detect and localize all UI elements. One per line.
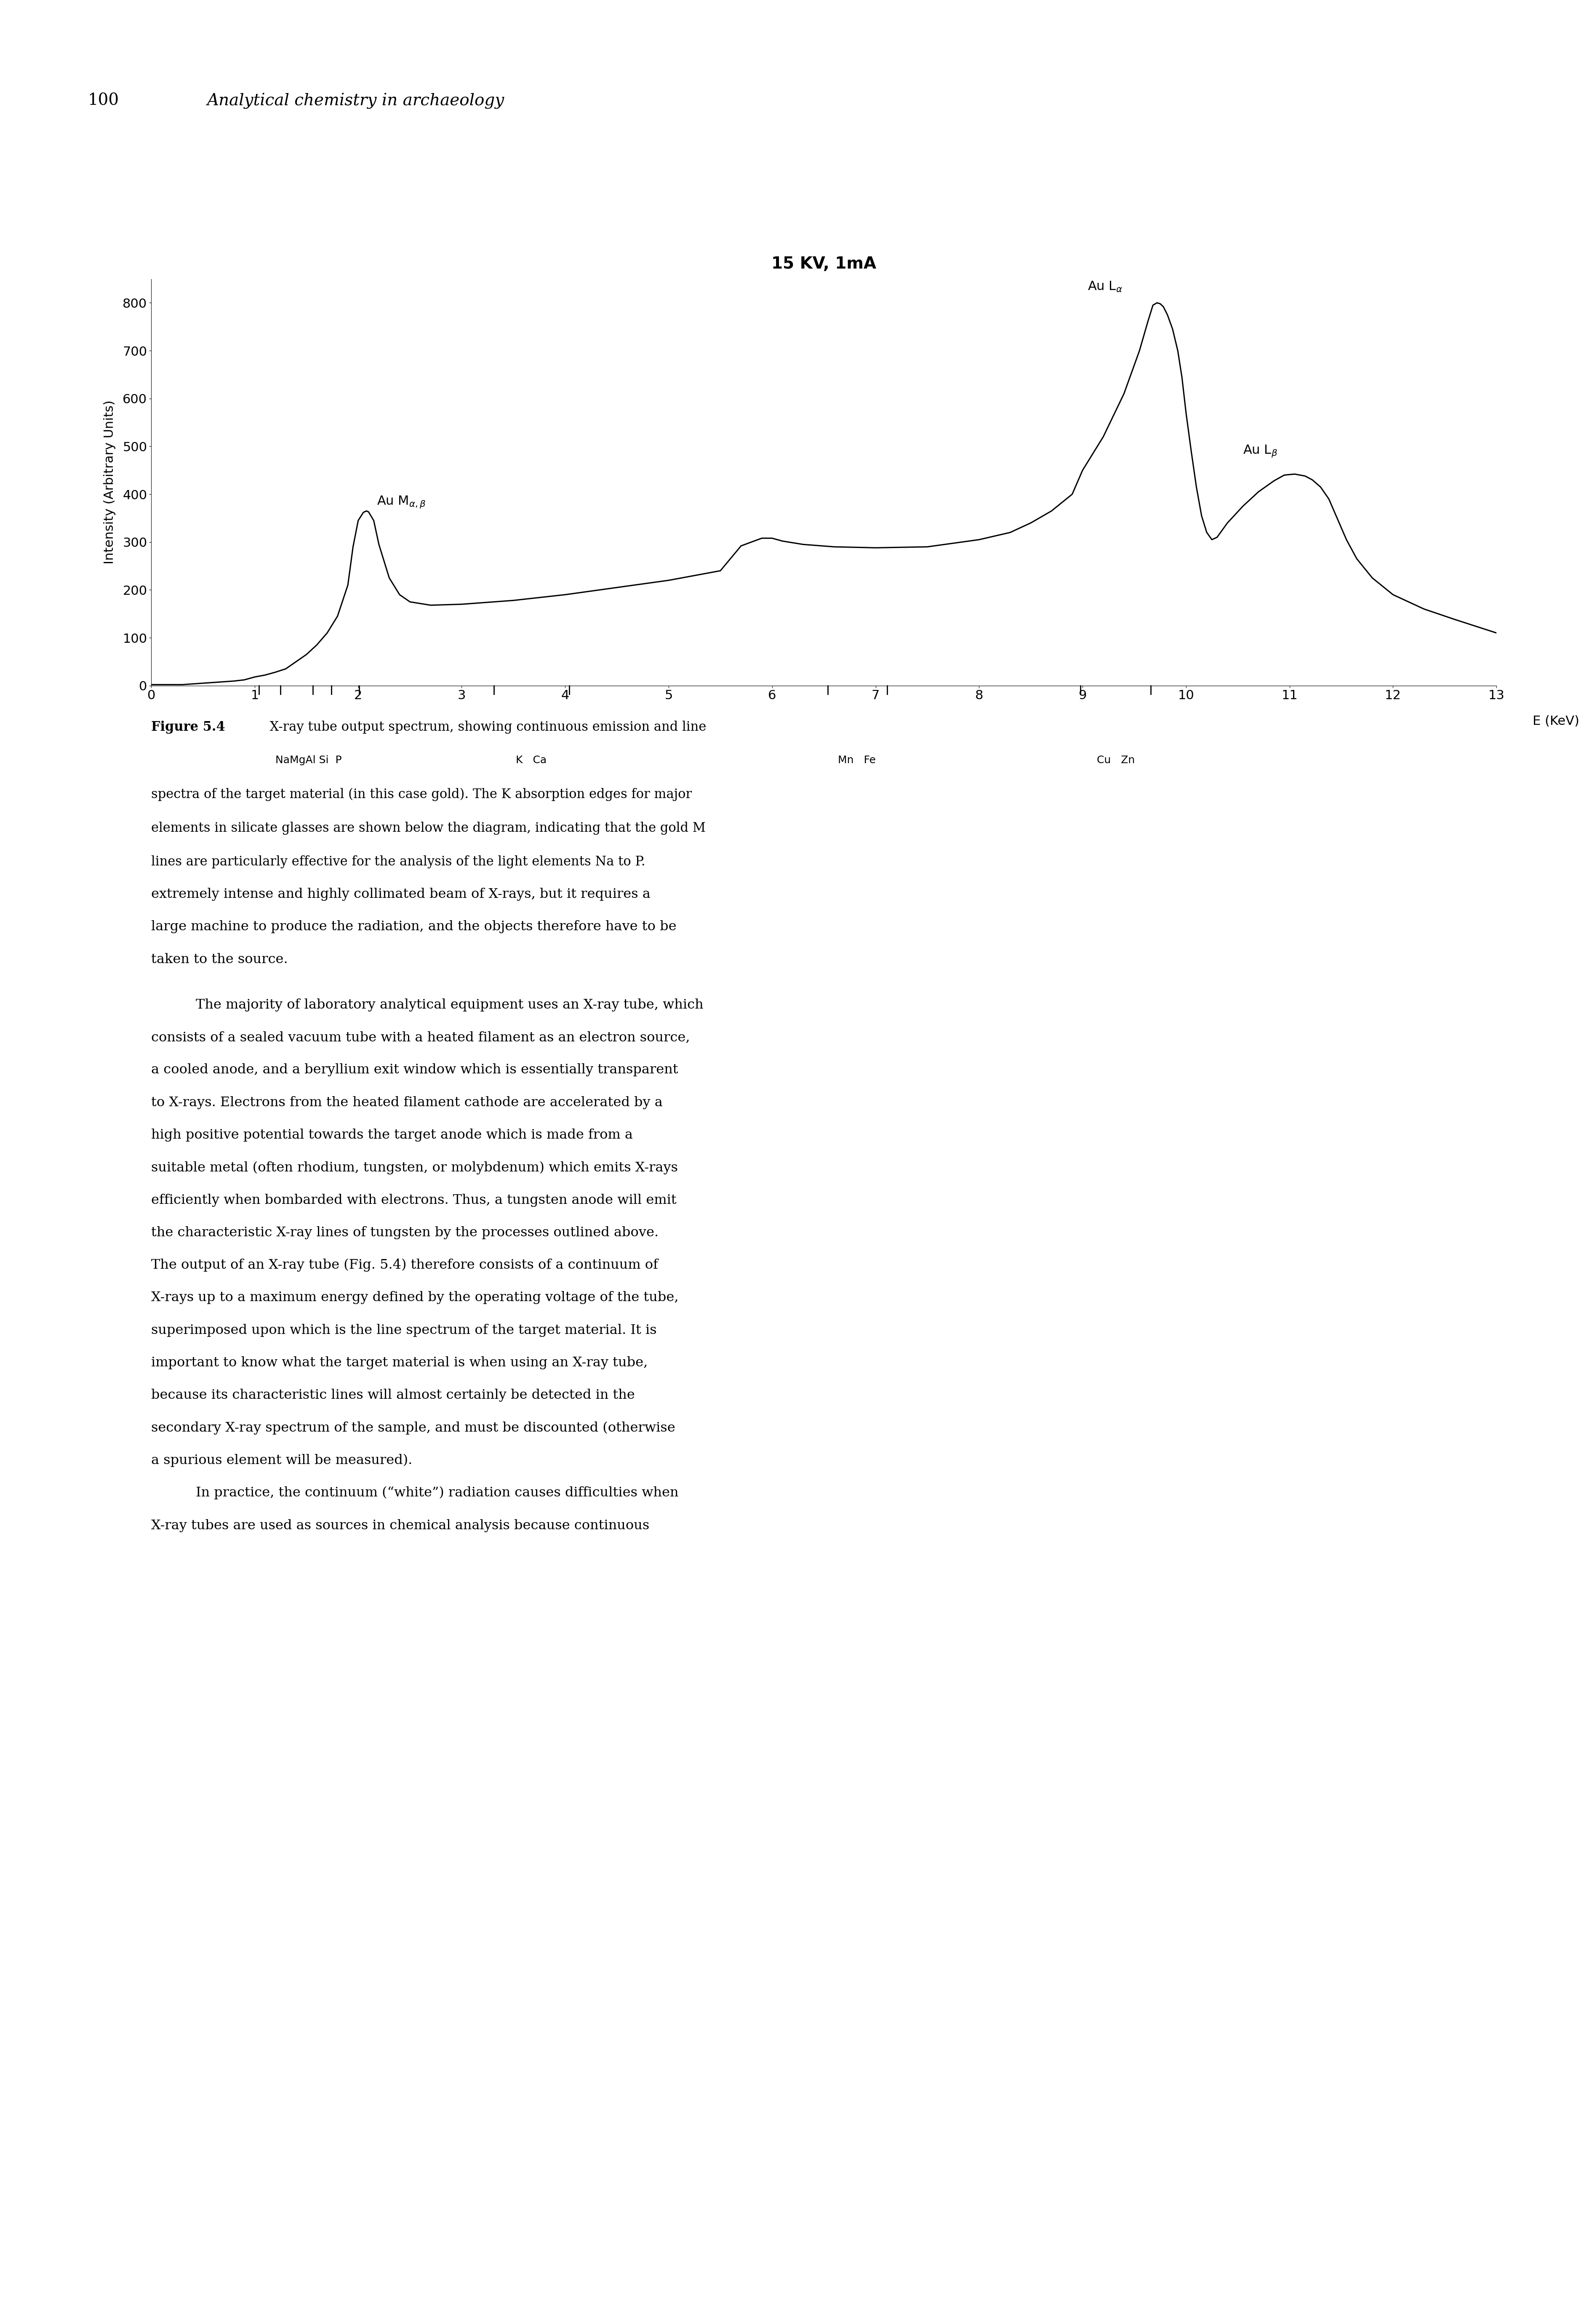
Text: to X-rays. Electrons from the heated filament cathode are accelerated by a: to X-rays. Electrons from the heated fil… — [151, 1097, 662, 1109]
Text: In practice, the continuum (“white”) radiation causes difficulties when: In practice, the continuum (“white”) rad… — [196, 1487, 678, 1499]
Text: high positive potential towards the target anode which is made from a: high positive potential towards the targ… — [151, 1129, 634, 1141]
Text: K   Ca: K Ca — [516, 755, 546, 765]
Text: X-ray tubes are used as sources in chemical analysis because continuous: X-ray tubes are used as sources in chemi… — [151, 1520, 650, 1532]
Text: Mn   Fe: Mn Fe — [837, 755, 876, 765]
Text: large machine to produce the radiation, and the objects therefore have to be: large machine to produce the radiation, … — [151, 920, 677, 934]
Text: the characteristic X-ray lines of tungsten by the processes outlined above.: the characteristic X-ray lines of tungst… — [151, 1227, 659, 1239]
Text: suitable metal (often rhodium, tungsten, or molybdenum) which emits X-rays: suitable metal (often rhodium, tungsten,… — [151, 1162, 678, 1174]
Text: Analytical chemistry in archaeology: Analytical chemistry in archaeology — [207, 93, 505, 109]
Text: extremely intense and highly collimated beam of X-rays, but it requires a: extremely intense and highly collimated … — [151, 888, 651, 902]
Text: superimposed upon which is the line spectrum of the target material. It is: superimposed upon which is the line spec… — [151, 1325, 657, 1336]
Text: a spurious element will be measured).: a spurious element will be measured). — [151, 1455, 412, 1466]
Text: E (KeV): E (KeV) — [1533, 716, 1579, 727]
Text: The output of an X-ray tube (Fig. 5.4) therefore consists of a continuum of: The output of an X-ray tube (Fig. 5.4) t… — [151, 1260, 657, 1271]
Text: secondary X-ray spectrum of the sample, and must be discounted (otherwise: secondary X-ray spectrum of the sample, … — [151, 1422, 675, 1434]
Text: consists of a sealed vacuum tube with a heated filament as an electron source,: consists of a sealed vacuum tube with a … — [151, 1032, 689, 1043]
Text: Figure 5.4: Figure 5.4 — [151, 720, 224, 734]
Y-axis label: Intensity (Arbitrary Units): Intensity (Arbitrary Units) — [103, 400, 116, 565]
Text: The majority of laboratory analytical equipment uses an X-ray tube, which: The majority of laboratory analytical eq… — [196, 999, 704, 1011]
Text: NaMgAl Si  P: NaMgAl Si P — [275, 755, 342, 765]
Text: because its characteristic lines will almost certainly be detected in the: because its characteristic lines will al… — [151, 1390, 635, 1401]
Text: 100: 100 — [88, 93, 119, 109]
Text: taken to the source.: taken to the source. — [151, 953, 288, 967]
Text: elements in silicate glasses are shown below the diagram, indicating that the go: elements in silicate glasses are shown b… — [151, 823, 705, 834]
Text: a cooled anode, and a beryllium exit window which is essentially transparent: a cooled anode, and a beryllium exit win… — [151, 1064, 678, 1076]
Text: Cu   Zn: Cu Zn — [1097, 755, 1135, 765]
Text: important to know what the target material is when using an X-ray tube,: important to know what the target materi… — [151, 1357, 648, 1369]
Text: X-rays up to a maximum energy defined by the operating voltage of the tube,: X-rays up to a maximum energy defined by… — [151, 1292, 678, 1304]
Text: Au L$_{\alpha}$: Au L$_{\alpha}$ — [1087, 281, 1122, 293]
Text: lines are particularly effective for the analysis of the light elements Na to P.: lines are particularly effective for the… — [151, 855, 645, 869]
Text: Au M$_{\alpha,\beta}$: Au M$_{\alpha,\beta}$ — [377, 495, 427, 509]
Text: efficiently when bombarded with electrons. Thus, a tungsten anode will emit: efficiently when bombarded with electron… — [151, 1195, 677, 1206]
Text: X-ray tube output spectrum, showing continuous emission and line: X-ray tube output spectrum, showing cont… — [266, 720, 707, 734]
Title: 15 KV, 1mA: 15 KV, 1mA — [772, 256, 876, 272]
Text: spectra of the target material (in this case gold). The K absorption edges for m: spectra of the target material (in this … — [151, 788, 693, 802]
Text: Au L$_{\beta}$: Au L$_{\beta}$ — [1243, 444, 1277, 458]
